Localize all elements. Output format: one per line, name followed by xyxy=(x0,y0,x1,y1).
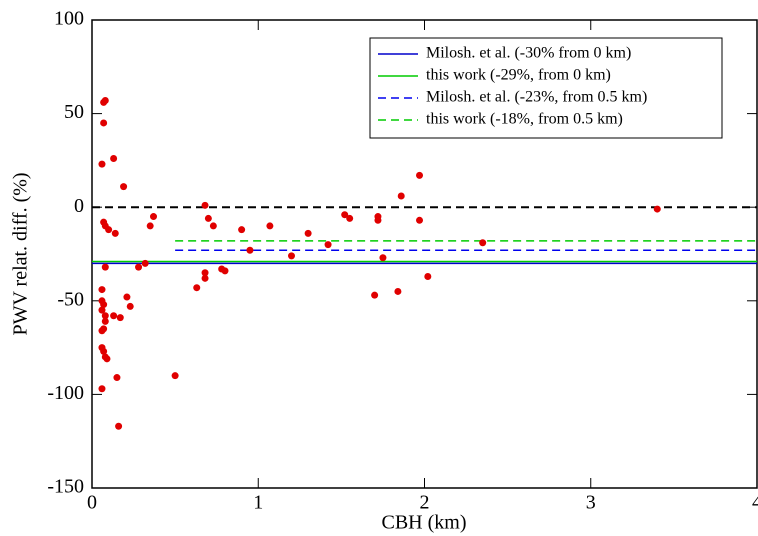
x-tick-label: 4 xyxy=(752,492,758,514)
point xyxy=(171,372,179,380)
point xyxy=(135,263,143,271)
point xyxy=(111,229,119,237)
point xyxy=(98,327,106,335)
y-tick-label: -150 xyxy=(47,476,84,498)
point xyxy=(246,246,254,254)
x-tick-label: 1 xyxy=(253,492,263,514)
point xyxy=(101,96,109,104)
y-tick-label: -100 xyxy=(47,382,84,404)
point xyxy=(98,286,106,294)
x-axis-label: CBH (km) xyxy=(382,512,467,534)
point xyxy=(379,254,387,262)
y-tick-label: -50 xyxy=(57,288,84,310)
point xyxy=(209,222,217,230)
point xyxy=(123,293,131,301)
point xyxy=(98,306,106,314)
point xyxy=(100,347,108,355)
point xyxy=(266,222,274,230)
point xyxy=(479,239,487,247)
point xyxy=(98,160,106,168)
point xyxy=(101,312,109,320)
y-axis-label: PWV relat. diff. (%) xyxy=(10,172,32,335)
point xyxy=(324,241,332,249)
point xyxy=(110,155,118,163)
point xyxy=(103,355,111,363)
y-tick-label: 100 xyxy=(54,8,84,30)
legend-label: this work (-18%, from 0.5 km) xyxy=(426,111,623,128)
point xyxy=(100,301,108,309)
point xyxy=(141,259,149,267)
point xyxy=(193,284,201,292)
point xyxy=(397,192,405,200)
point xyxy=(98,385,106,393)
point xyxy=(101,317,109,325)
point xyxy=(100,119,108,127)
point xyxy=(201,201,209,209)
legend-label: this work (-29%, from 0 km) xyxy=(426,67,611,84)
point xyxy=(424,272,432,280)
x-tick-label: 0 xyxy=(87,492,97,514)
point xyxy=(201,274,209,282)
point xyxy=(371,291,379,299)
x-tick-label: 2 xyxy=(420,492,430,514)
point xyxy=(288,252,295,260)
point xyxy=(394,287,402,295)
point xyxy=(201,269,209,277)
point xyxy=(146,222,154,230)
y-tick-label: 50 xyxy=(64,101,84,123)
point xyxy=(653,205,661,213)
point xyxy=(341,211,349,219)
point xyxy=(150,213,158,221)
y-tick-label: 0 xyxy=(74,195,84,217)
point xyxy=(115,422,123,430)
point xyxy=(416,216,424,224)
point xyxy=(126,302,134,310)
point xyxy=(101,263,109,271)
legend-box xyxy=(369,37,723,139)
x-tick-label: 3 xyxy=(586,492,596,514)
point xyxy=(304,229,312,237)
point xyxy=(374,216,382,224)
point xyxy=(116,314,124,322)
point xyxy=(221,267,229,275)
point xyxy=(105,226,113,234)
legend-label: Milosh. et al. (-23%, from 0.5 km) xyxy=(426,89,647,106)
point xyxy=(416,171,424,179)
legend-label: Milosh. et al. (-30% from 0 km) xyxy=(426,45,631,62)
point xyxy=(113,374,121,382)
point xyxy=(238,226,246,234)
point xyxy=(346,214,354,222)
point xyxy=(204,214,212,222)
point xyxy=(110,312,118,320)
point xyxy=(120,183,128,191)
